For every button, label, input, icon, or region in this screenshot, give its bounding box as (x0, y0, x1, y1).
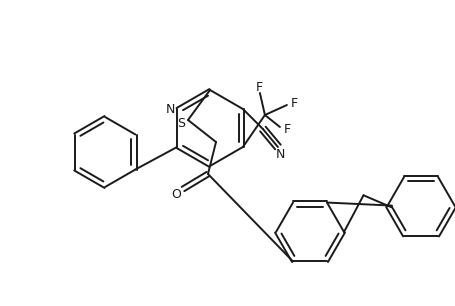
Text: F: F (255, 80, 263, 94)
Text: S: S (177, 117, 185, 129)
Text: F: F (290, 96, 298, 110)
Text: O: O (171, 188, 181, 200)
Text: F: F (283, 122, 290, 136)
Text: N: N (166, 103, 175, 115)
Text: N: N (276, 147, 286, 161)
